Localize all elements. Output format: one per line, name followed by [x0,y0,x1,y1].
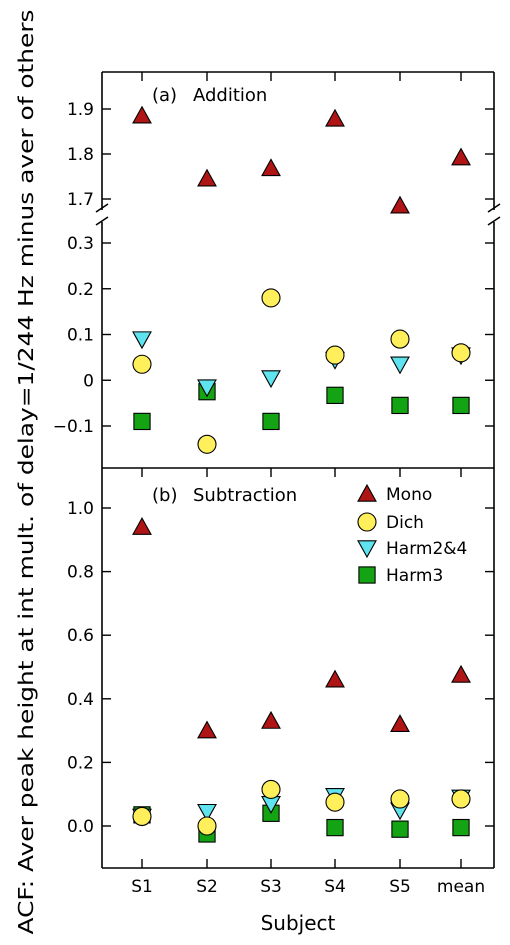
series-a-dich [132,288,471,454]
y-ticks-a-upper: 1.7 1.8 1.9 [67,100,494,210]
point-a-dich [132,354,152,374]
legend-label: Mono [386,485,432,505]
point-b-mono [261,710,281,729]
y-tick-label: 0.6 [67,626,94,646]
y-ticks-b: 0.0 0.2 0.4 0.6 0.8 1.0 [67,499,494,837]
legend-label: Dich [386,513,424,533]
point-b-dich [390,789,410,809]
point-b-dich [132,806,152,827]
x-tick-label: S2 [196,877,218,897]
series-a-mono [132,105,471,214]
y-tick-label: 0 [83,371,94,391]
point-a-mono [390,195,410,214]
series-a-harm3 [133,383,470,431]
point-a-dich [451,343,471,363]
right-axis-break-mark [487,216,501,226]
point-b-mono [325,669,345,688]
axes [95,71,501,869]
x-ticks: S1 S2 S3 S4 S5 mean [131,72,485,897]
left-axis-break-mark [95,203,109,213]
x-axis-label: Subject [261,911,336,935]
point-a-dich [390,329,410,349]
point-a-mono [451,147,471,166]
legend-label: Harm2&4 [386,539,467,559]
legend-label: Harm3 [386,566,443,586]
x-tick-label: S5 [389,877,411,897]
point-a-harm24 [390,356,410,375]
y-tick-label: 0.1 [67,326,94,346]
point-a-harm3 [326,386,344,404]
point-a-harm24 [132,331,152,350]
legend-marker [357,512,377,532]
series-b-mono [132,516,471,739]
series-b-harm3 [133,804,470,843]
y-ticks-a-lower: −0.1 0 0.1 0.2 0.3 [53,234,494,437]
point-a-mono [325,108,345,127]
y-tick-label: 1.9 [67,100,94,120]
y-tick-label: 0.4 [67,690,94,710]
point-a-dich [325,345,345,365]
series-b-dich [132,779,471,836]
point-a-harm3 [452,396,470,415]
y-tick-label: −0.1 [53,417,94,437]
point-b-harm3 [391,820,409,838]
legend: Mono Dich Harm2&4 Harm3 [357,483,467,586]
point-b-harm3 [326,818,344,837]
point-b-mono [132,516,152,535]
point-a-mono [197,168,217,187]
point-b-harm3 [452,818,470,837]
panel-b-label: (b) [152,485,177,506]
y-tick-label: 1.0 [67,499,94,519]
point-a-harm3 [262,412,280,431]
x-tick-label: mean [437,877,485,897]
y-tick-label: 0.8 [67,563,94,583]
legend-marker [358,566,376,584]
point-a-harm24 [261,370,281,389]
point-a-mono [261,158,281,177]
point-b-mono [197,720,217,739]
left-axis-break-mark [95,216,109,226]
point-b-dich [197,816,217,836]
point-a-dich [261,288,281,308]
series-a-harm24 [132,331,471,398]
panel-a-label: (a) [152,85,177,106]
point-b-dich [325,792,345,812]
legend-marker [357,483,377,502]
point-a-harm24 [197,379,217,398]
point-b-dich [261,779,281,799]
right-axis-break-mark [487,203,501,213]
y-tick-label: 0.0 [67,817,94,837]
y-tick-label: 0.2 [67,280,94,300]
y-tick-label: 0.2 [67,753,94,773]
point-a-mono [132,105,152,124]
legend-marker [357,540,377,559]
point-a-dich [197,434,217,454]
series-b-harm24 [132,788,471,827]
x-tick-label: S3 [260,877,282,897]
y-tick-label: 1.7 [67,190,94,210]
x-tick-label: S4 [324,877,346,897]
panel-b-title: Subtraction [193,485,297,506]
y-tick-label: 0.3 [67,234,94,254]
y-tick-label: 1.8 [67,145,94,165]
point-b-mono [390,714,410,732]
panel-a-title: Addition [193,85,267,106]
point-b-dich [451,789,471,809]
point-b-mono [451,664,471,683]
point-b-harm24 [197,803,217,822]
point-a-harm3 [391,396,409,415]
point-a-harm3 [133,412,151,431]
y-axis-label: ACF: Aver peak height at int mult. of de… [14,10,38,935]
x-tick-label: S1 [131,877,153,897]
